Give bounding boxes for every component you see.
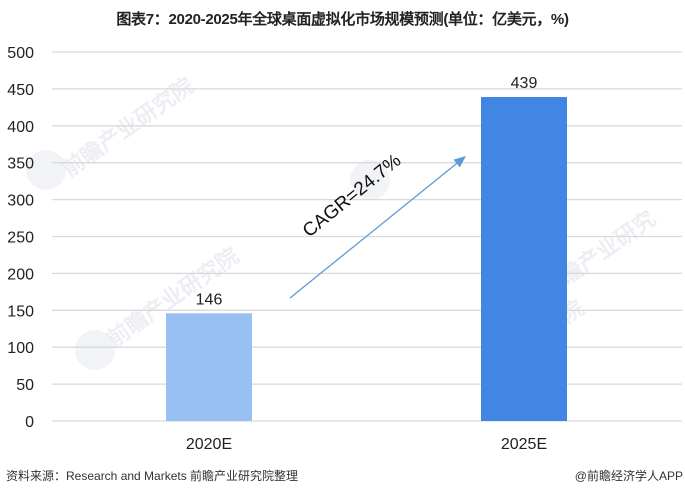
y-tick-label: 300 xyxy=(7,193,34,210)
bar-2020E xyxy=(166,313,252,421)
data-label: 146 xyxy=(196,291,223,308)
arrow-line xyxy=(289,163,458,299)
x-tick-label: 2025E xyxy=(501,436,547,453)
arrow-head-icon xyxy=(453,156,466,168)
y-tick-label: 50 xyxy=(16,377,34,394)
x-axis-labels: 2020E 2025E xyxy=(186,436,547,453)
source-note: 资料来源：Research and Markets 前瞻产业研究院整理 xyxy=(6,469,299,483)
y-tick-label: 200 xyxy=(7,266,34,283)
y-tick-label: 0 xyxy=(25,414,34,431)
y-tick-label: 450 xyxy=(7,82,34,99)
y-tick-label: 400 xyxy=(7,119,34,136)
cagr-label: CAGR=24.7% xyxy=(299,150,405,242)
y-tick-label: 500 xyxy=(7,45,34,62)
bars: 146 439 xyxy=(166,75,567,421)
chart-title: 图表7：2020-2025年全球桌面虚拟化市场规模预测(单位：亿美元，%) xyxy=(116,11,569,28)
y-axis-ticks: 0 50 100 150 200 250 300 350 400 450 500 xyxy=(7,45,34,431)
y-tick-label: 150 xyxy=(7,303,34,320)
credit-note: @前瞻经济学人APP xyxy=(574,469,683,483)
gridlines xyxy=(52,51,682,422)
bar-chart: 0 50 100 150 200 250 300 350 400 450 500 146 439 20… xyxy=(7,45,682,453)
y-tick-label: 250 xyxy=(7,230,34,247)
x-tick-label: 2020E xyxy=(186,436,232,453)
y-tick-label: 350 xyxy=(7,156,34,173)
bar-2025E xyxy=(481,97,567,421)
data-label: 439 xyxy=(511,75,538,92)
y-tick-label: 100 xyxy=(7,340,34,357)
cagr-annotation: CAGR=24.7% xyxy=(289,150,466,299)
